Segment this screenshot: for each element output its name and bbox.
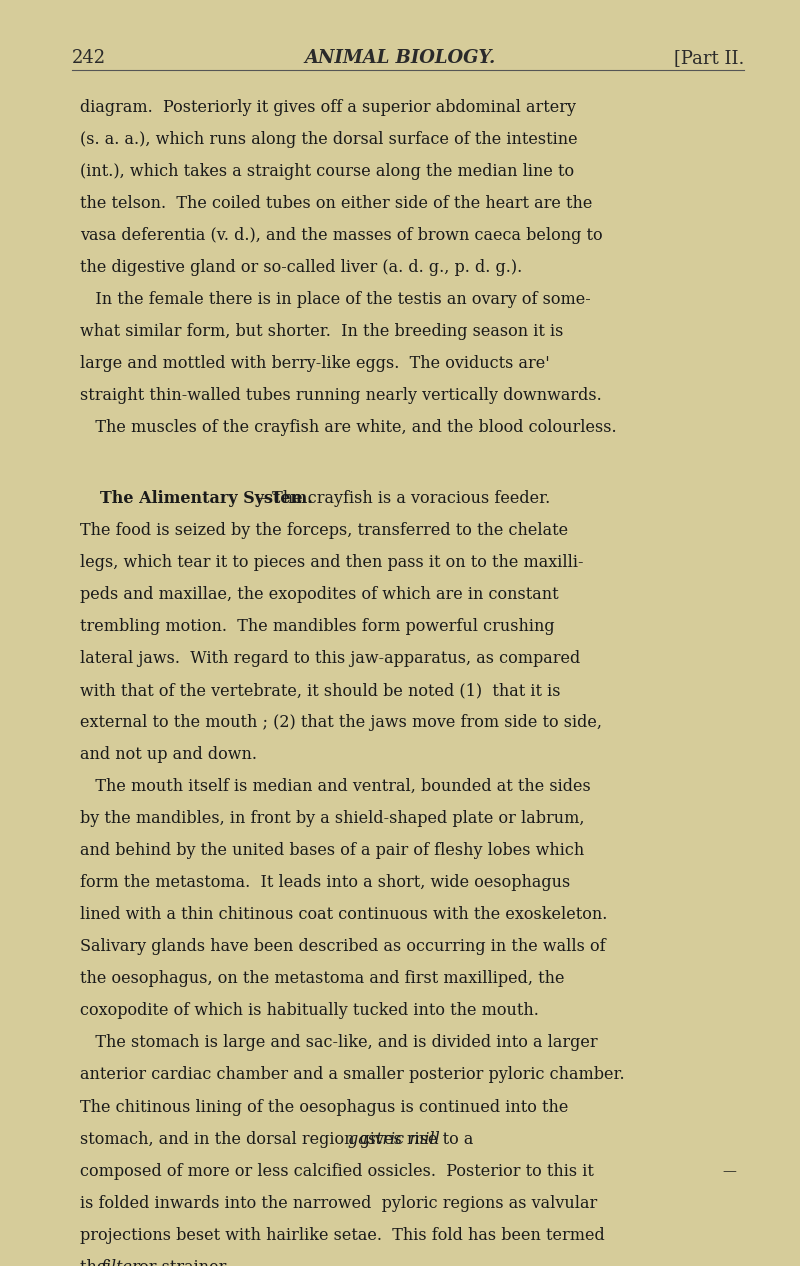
Text: vasa deferentia (v. d.), and the masses of brown caeca belong to: vasa deferentia (v. d.), and the masses … — [80, 227, 602, 244]
Text: The stomach is large and sac-like, and is divided into a larger: The stomach is large and sac-like, and i… — [80, 1034, 598, 1052]
Text: The mouth itself is median and ventral, bounded at the sides: The mouth itself is median and ventral, … — [80, 779, 590, 795]
Text: and behind by the united bases of a pair of fleshy lobes which: and behind by the united bases of a pair… — [80, 842, 584, 860]
Text: [Part II.: [Part II. — [674, 49, 744, 67]
Text: lateral jaws.  With regard to this jaw-apparatus, as compared: lateral jaws. With regard to this jaw-ap… — [80, 649, 580, 667]
Text: lined with a thin chitinous coat continuous with the exoskeleton.: lined with a thin chitinous coat continu… — [80, 906, 607, 923]
Text: (int.), which takes a straight course along the median line to: (int.), which takes a straight course al… — [80, 163, 574, 180]
Text: what similar form, but shorter.  In the breeding season it is: what similar form, but shorter. In the b… — [80, 323, 563, 341]
Text: trembling motion.  The mandibles form powerful crushing: trembling motion. The mandibles form pow… — [80, 618, 554, 636]
Text: (s. a. a.), which runs along the dorsal surface of the intestine: (s. a. a.), which runs along the dorsal … — [80, 132, 578, 148]
Text: coxopodite of which is habitually tucked into the mouth.: coxopodite of which is habitually tucked… — [80, 1003, 539, 1019]
Text: gastric mill: gastric mill — [348, 1131, 439, 1147]
Text: the telson.  The coiled tubes on either side of the heart are the: the telson. The coiled tubes on either s… — [80, 195, 592, 213]
Text: and not up and down.: and not up and down. — [80, 746, 257, 763]
Text: the: the — [80, 1258, 111, 1266]
Text: legs, which tear it to pieces and then pass it on to the maxilli-: legs, which tear it to pieces and then p… — [80, 555, 583, 571]
Text: The muscles of the crayfish are white, and the blood colourless.: The muscles of the crayfish are white, a… — [80, 419, 617, 437]
Text: or strainer.: or strainer. — [134, 1258, 230, 1266]
Text: peds and maxillae, the exopodites of which are in constant: peds and maxillae, the exopodites of whi… — [80, 586, 558, 603]
Text: The food is seized by the forceps, transferred to the chelate: The food is seized by the forceps, trans… — [80, 522, 568, 539]
Text: The chitinous lining of the oesophagus is continued into the: The chitinous lining of the oesophagus i… — [80, 1099, 568, 1115]
Text: —The crayfish is a voracious feeder.: —The crayfish is a voracious feeder. — [256, 490, 550, 506]
Text: large and mottled with berry-like eggs.  The oviducts are': large and mottled with berry-like eggs. … — [80, 356, 550, 372]
Text: straight thin-walled tubes running nearly vertically downwards.: straight thin-walled tubes running nearl… — [80, 387, 602, 404]
Text: projections beset with hairlike setae.  This fold has been termed: projections beset with hairlike setae. T… — [80, 1227, 605, 1243]
Text: by the mandibles, in front by a shield-shaped plate or labrum,: by the mandibles, in front by a shield-s… — [80, 810, 585, 827]
Text: is folded inwards into the narrowed  pyloric regions as valvular: is folded inwards into the narrowed pylo… — [80, 1195, 598, 1212]
Text: ANIMAL BIOLOGY.: ANIMAL BIOLOGY. — [304, 49, 496, 67]
Text: the oesophagus, on the metastoma and first maxilliped, the: the oesophagus, on the metastoma and fir… — [80, 970, 565, 987]
Text: stomach, and in the dorsal region gives rise to a: stomach, and in the dorsal region gives … — [80, 1131, 478, 1147]
Text: diagram.  Posteriorly it gives off a superior abdominal artery: diagram. Posteriorly it gives off a supe… — [80, 99, 576, 116]
Text: with that of the vertebrate, it should be noted (1)  that it is: with that of the vertebrate, it should b… — [80, 682, 561, 699]
Text: Salivary glands have been described as occurring in the walls of: Salivary glands have been described as o… — [80, 938, 606, 956]
Text: external to the mouth ; (2) that the jaws move from side to side,: external to the mouth ; (2) that the jaw… — [80, 714, 602, 732]
Text: composed of more or less calcified ossicles.  Posterior to this it: composed of more or less calcified ossic… — [80, 1162, 594, 1180]
Text: The Alimentary System.: The Alimentary System. — [100, 490, 313, 506]
Text: anterior cardiac chamber and a smaller posterior pyloric chamber.: anterior cardiac chamber and a smaller p… — [80, 1066, 625, 1084]
Text: 242: 242 — [72, 49, 106, 67]
Text: —: — — [722, 1165, 736, 1179]
Text: form the metastoma.  It leads into a short, wide oesophagus: form the metastoma. It leads into a shor… — [80, 875, 570, 891]
Text: In the female there is in place of the testis an ovary of some-: In the female there is in place of the t… — [80, 291, 590, 309]
Text: filter: filter — [102, 1258, 141, 1266]
Text: the digestive gland or so-called liver (a. d. g., p. d. g.).: the digestive gland or so-called liver (… — [80, 260, 522, 276]
